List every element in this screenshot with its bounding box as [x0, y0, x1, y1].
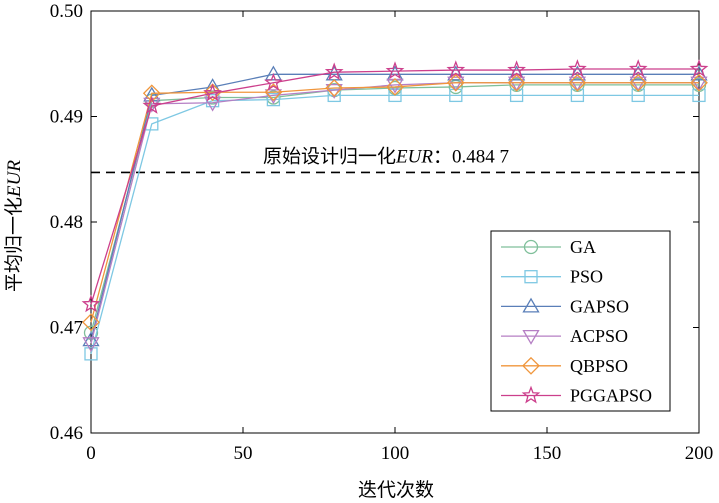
- data-point-pso: [327, 88, 341, 103]
- x-tick-label: 150: [533, 443, 562, 464]
- y-tick-label: 0.48: [50, 212, 83, 233]
- data-point-acpso: [447, 76, 465, 92]
- data-point-qbpso: [82, 313, 100, 332]
- data-point-pggapso: [385, 61, 405, 80]
- data-point-pggapso: [324, 62, 344, 81]
- data-point-acpso: [690, 76, 708, 92]
- x-tick-label: 200: [685, 443, 714, 464]
- series-line-ga: [90, 84, 699, 333]
- legend-marker: [522, 329, 540, 345]
- data-point-gapso: [264, 65, 283, 81]
- legend-entry-gapso: GAPSO: [501, 296, 629, 316]
- legend-label: PGGAPSO: [570, 386, 652, 406]
- data-point-pggapso: [507, 60, 526, 79]
- data-point-pggapso: [628, 59, 648, 77]
- data-point-acpso: [82, 337, 100, 353]
- series-line-qbpso: [90, 82, 699, 323]
- y-axis-title: 平均归一化EUR: [3, 160, 25, 292]
- legend-marker: [521, 385, 541, 404]
- data-point-qbpso: [507, 73, 526, 92]
- series-line-pggapso: [90, 68, 699, 305]
- reference-annotation-prefix: 原始设计归一化: [263, 145, 396, 167]
- y-axis-title-suffix: EUR: [4, 160, 25, 198]
- data-point-pso: [84, 347, 98, 361]
- legend-label: GA: [570, 237, 596, 257]
- y-tick-label: 0.50: [50, 1, 83, 22]
- legend-entry-pggapso: PGGAPSO: [501, 386, 652, 406]
- data-point-acpso: [507, 76, 526, 92]
- data-point-pggapso: [568, 59, 587, 77]
- data-point-pso: [388, 88, 402, 103]
- data-point-acpso: [629, 76, 647, 92]
- data-point-qbpso: [325, 79, 344, 97]
- data-point-qbpso: [386, 78, 404, 96]
- y-tick-label: 0.49: [50, 107, 83, 128]
- series-pggapso: [81, 59, 709, 313]
- data-point-qbpso: [690, 73, 708, 92]
- data-point-qbpso: [203, 83, 222, 102]
- series-layer: [81, 59, 709, 361]
- data-point-pso: [266, 92, 281, 107]
- legend-marker: [523, 239, 539, 255]
- data-point-qbpso: [142, 84, 161, 103]
- data-point-pggapso: [264, 72, 283, 91]
- data-point-gapso: [82, 331, 100, 347]
- x-axis-title: 迭代次数: [358, 479, 434, 501]
- axes: 0 50 100 150 200 0.46 0.47 0.48 0.49 0.50: [50, 1, 714, 464]
- data-point-pggapso: [446, 60, 466, 79]
- legend-entry-pso: PSO: [501, 267, 603, 287]
- data-point-qbpso: [629, 73, 648, 92]
- y-axis-title-prefix: 平均归一化: [3, 197, 25, 292]
- series-qbpso: [82, 73, 708, 332]
- y-tick-label: 0.46: [50, 423, 83, 444]
- legend-label: PSO: [570, 267, 603, 287]
- y-tick-label: 0.47: [50, 318, 83, 339]
- data-point-pggapso: [689, 59, 709, 77]
- data-point-qbpso: [446, 73, 465, 92]
- reference-annotation-value: ：0.484 7: [433, 146, 509, 167]
- data-point-pggapso: [142, 96, 162, 114]
- reference-annotation-italic: EUR: [395, 146, 433, 167]
- x-tick-label: 0: [86, 443, 96, 464]
- data-point-pggapso: [203, 83, 222, 102]
- legend-label: GAPSO: [570, 296, 629, 316]
- legend-marker: [524, 270, 538, 284]
- legend-box: [490, 230, 671, 412]
- data-point-pggapso: [81, 294, 101, 313]
- axis-labels: 迭代次数 平均归一化EUR: [3, 160, 434, 501]
- legend-entry-acpso: ACPSO: [501, 326, 628, 346]
- data-point-acpso: [325, 83, 343, 99]
- legend-marker: [522, 356, 540, 375]
- legend-label: ACPSO: [570, 326, 628, 346]
- x-tick-label: 100: [381, 443, 410, 464]
- legend-label: QBPSO: [570, 356, 628, 376]
- x-tick-label: 50: [234, 443, 253, 464]
- legend-marker: [522, 297, 540, 313]
- data-point-acpso: [568, 76, 587, 92]
- data-point-ga: [448, 79, 463, 95]
- reference-line-group: 原始设计归一化EUR：0.484 7: [91, 145, 699, 174]
- legend-entry-qbpso: QBPSO: [501, 356, 628, 376]
- data-point-qbpso: [568, 73, 587, 92]
- legend-entry-ga: GA: [501, 237, 596, 257]
- reference-annotation: 原始设计归一化EUR：0.484 7: [263, 145, 509, 167]
